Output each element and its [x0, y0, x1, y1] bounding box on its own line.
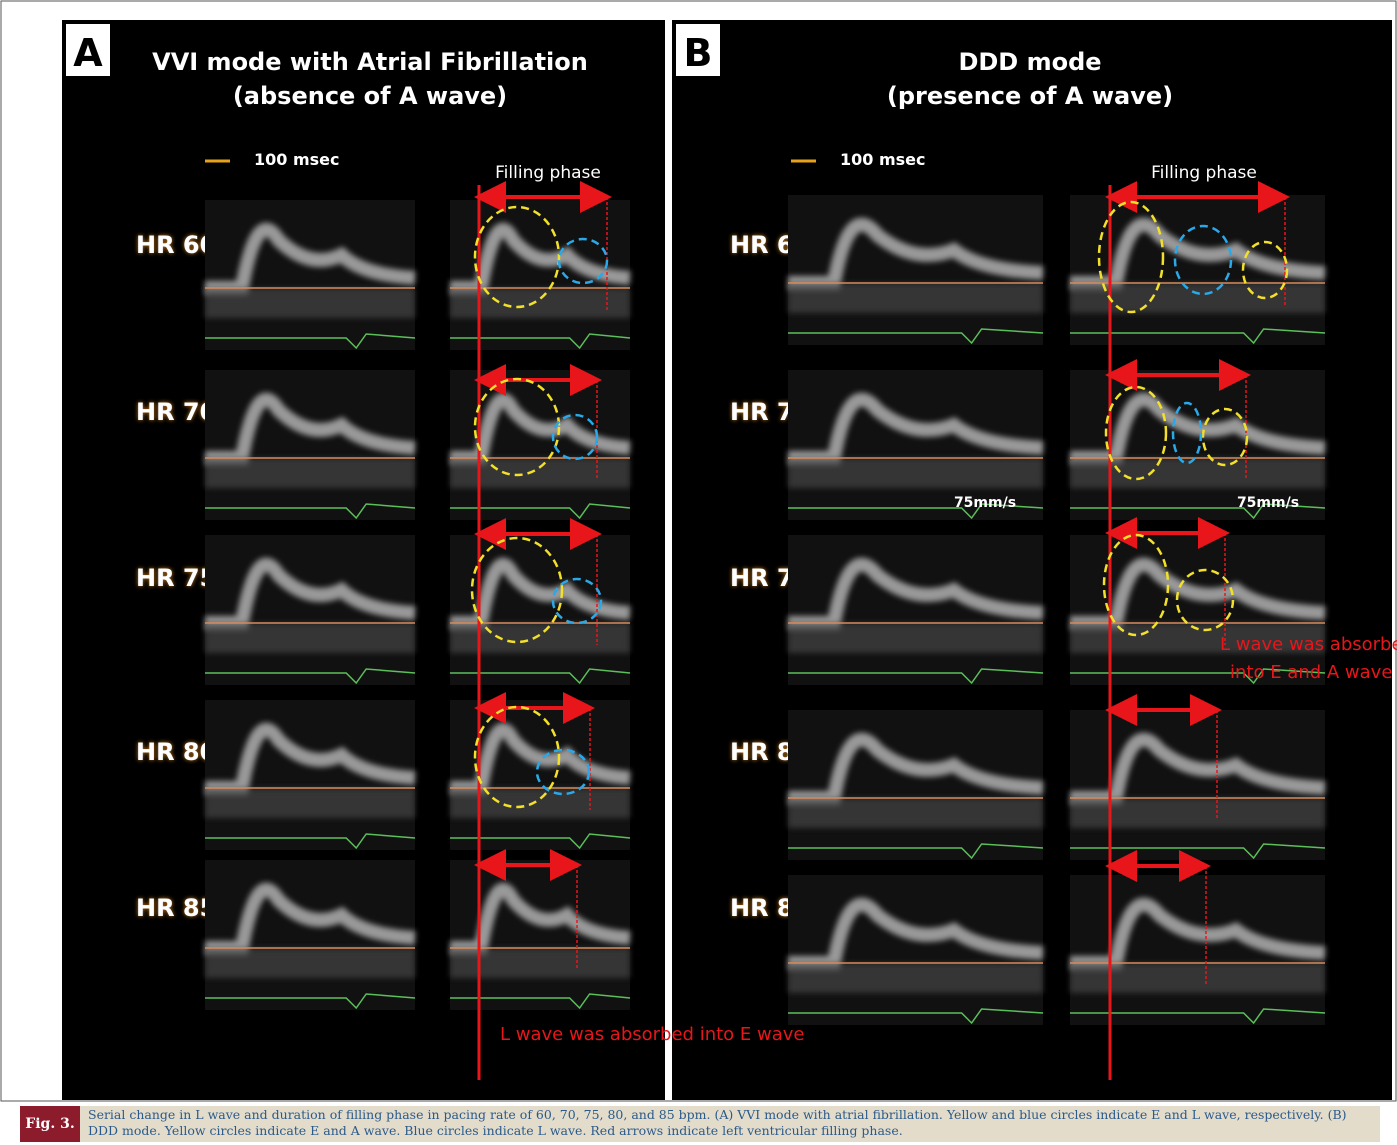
panel-letter: B: [684, 31, 713, 75]
heart-rate-label: HR 80: [136, 738, 216, 766]
doppler-noise: [205, 948, 415, 978]
scale-label: 100 msec: [840, 150, 926, 169]
doppler-noise: [450, 948, 630, 978]
caption-text: Serial change in L wave and duration of …: [80, 1106, 1380, 1142]
doppler-noise: [788, 963, 1043, 993]
heart-rate-label: HR 60: [136, 231, 216, 259]
doppler-noise: [1070, 798, 1325, 828]
doppler-noise: [205, 458, 415, 488]
doppler-noise: [1070, 458, 1325, 488]
doppler-noise: [450, 623, 630, 653]
filling-phase-label: Filling phase: [1151, 163, 1257, 183]
panel-title: (absence of A wave): [233, 82, 507, 110]
heart-rate-label: HR 75: [136, 564, 216, 592]
panel-title: (presence of A wave): [887, 82, 1173, 110]
doppler-noise: [205, 788, 415, 818]
annotation: L wave was absorbed into E wave: [500, 1024, 804, 1045]
heart-rate-label: HR 85: [136, 894, 216, 922]
doppler-noise: [205, 288, 415, 318]
caption-label: Fig. 3.: [20, 1106, 80, 1142]
sweep-speed: 75mm/s: [1237, 495, 1299, 511]
doppler-noise: [788, 458, 1043, 488]
doppler-noise: [1070, 963, 1325, 993]
figure: A VVI mode with Atrial Fibrillation (absen…: [0, 0, 1397, 1145]
doppler-noise: [450, 458, 630, 488]
filling-phase-label: Filling phase: [495, 163, 601, 183]
scale-label: 100 msec: [254, 150, 340, 169]
doppler-noise: [450, 288, 630, 318]
caption: Fig. 3. Serial change in L wave and dura…: [20, 1106, 1380, 1142]
doppler-noise: [788, 623, 1043, 653]
panel-title: VVI mode with Atrial Fibrillation: [152, 48, 588, 76]
annotation: L wave was absorbed: [1220, 634, 1397, 655]
heart-rate-label: HR 70: [136, 398, 216, 426]
doppler-noise: [205, 623, 415, 653]
sweep-speed: 75mm/s: [954, 495, 1016, 511]
annotation: into E and A wave: [1230, 662, 1392, 683]
panel-letter: A: [73, 31, 103, 75]
panel-title: DDD mode: [958, 48, 1101, 76]
figure-art: A VVI mode with Atrial Fibrillation (absen…: [0, 0, 1397, 1145]
doppler-noise: [788, 798, 1043, 828]
doppler-noise: [788, 283, 1043, 313]
doppler-noise: [450, 788, 630, 818]
